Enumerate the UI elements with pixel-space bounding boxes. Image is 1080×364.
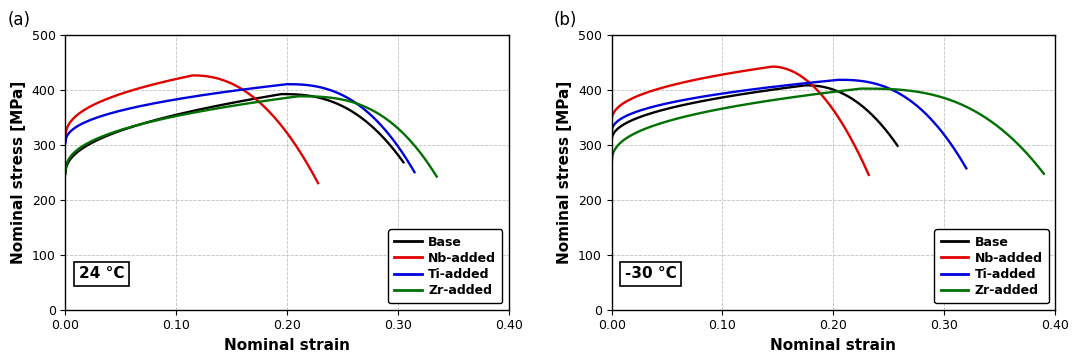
Text: -30 °C: -30 °C <box>625 266 677 281</box>
Text: 24 °C: 24 °C <box>79 266 124 281</box>
Y-axis label: Nominal stress [MPa]: Nominal stress [MPa] <box>11 80 26 264</box>
X-axis label: Nominal strain: Nominal strain <box>224 338 350 353</box>
Text: (a): (a) <box>8 11 30 29</box>
Legend: Base, Nb-added, Ti-added, Zr-added: Base, Nb-added, Ti-added, Zr-added <box>388 229 502 303</box>
Text: (b): (b) <box>554 11 578 29</box>
X-axis label: Nominal strain: Nominal strain <box>770 338 896 353</box>
Legend: Base, Nb-added, Ti-added, Zr-added: Base, Nb-added, Ti-added, Zr-added <box>934 229 1049 303</box>
Y-axis label: Nominal stress [MPa]: Nominal stress [MPa] <box>557 80 572 264</box>
